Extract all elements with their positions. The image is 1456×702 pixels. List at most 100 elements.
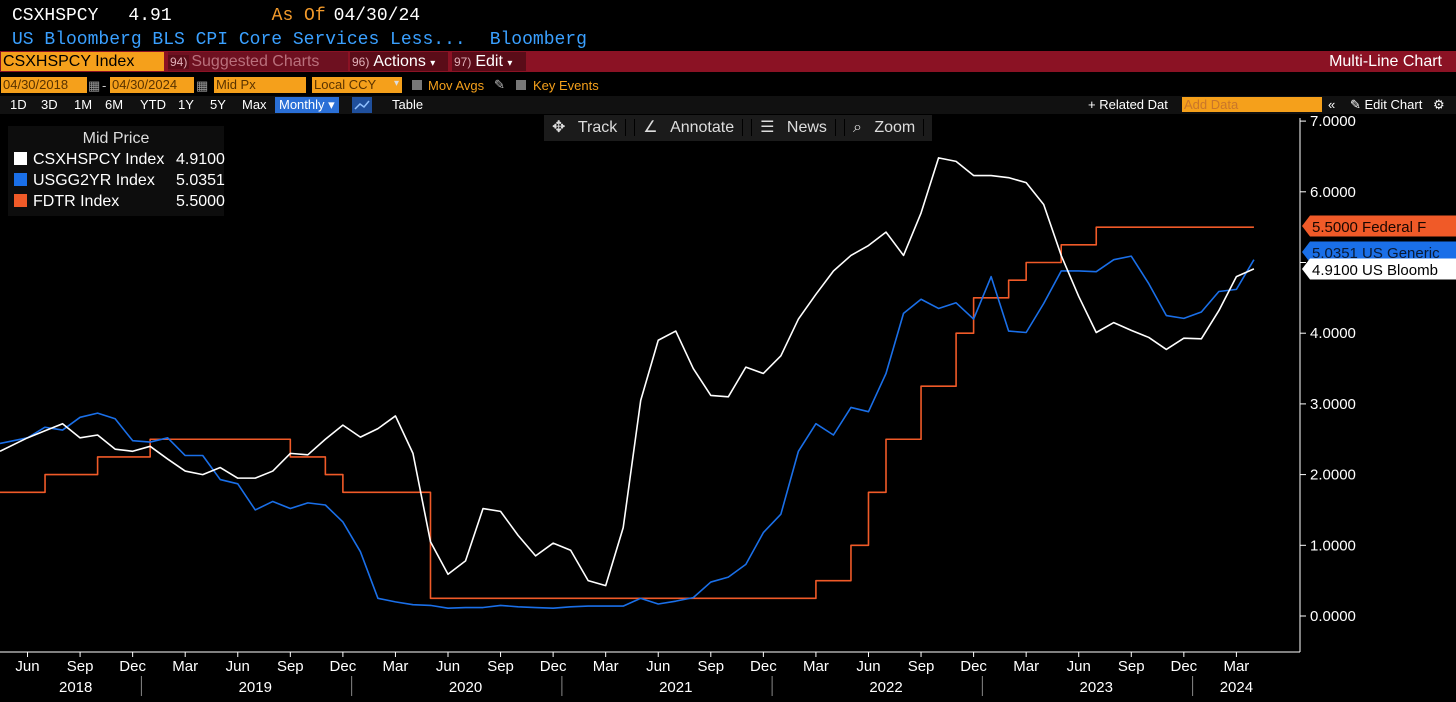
series-line-usgg2yr [0,255,1255,610]
y-tick-label: 2.0000 [1310,467,1356,484]
x-tick-label: Jun [1067,658,1091,675]
timeframe-row: 1D 3D 1M 6M YTD 1Y 5Y Max Monthly ▾ Tabl… [0,96,1456,114]
x-year-label: 2018 [59,679,92,696]
chevron-down-icon: ▾ [507,58,513,69]
x-tick-label: Sep [1118,658,1145,675]
x-tick-label: Dec [960,658,987,675]
legend-swatch [14,173,27,186]
end-label-text: 4.9100 US Bloomb [1312,262,1438,279]
add-data-input[interactable]: Add Data [1182,97,1322,112]
news-button[interactable]: ☰ News [752,119,845,136]
x-tick-label: Dec [750,658,777,675]
legend-swatch [14,152,27,165]
timeframe-1m[interactable]: 1M [74,97,93,112]
y-tick-label: 3.0000 [1310,396,1356,413]
x-tick-label: Jun [15,658,39,675]
x-tick-label: Mar [383,658,409,675]
legend-swatch [14,194,27,207]
x-year-label: 2024 [1220,679,1253,696]
x-tick-label: Jun [436,658,460,675]
x-tick-label: Mar [172,658,198,675]
end-label-tag [1302,241,1456,263]
end-label-tag [1302,215,1456,237]
timeframe-max[interactable]: Max [242,97,267,112]
edit-menu[interactable]: 97) Edit ▾ [452,52,526,71]
timeframe-5y[interactable]: 5Y [210,97,226,112]
legend-item[interactable]: USGG2YR Index 5.0351 [14,171,225,191]
x-year-label: 2021 [659,679,692,696]
y-tick-label: 6.0000 [1310,184,1356,201]
calendar-icon[interactable]: ▦ [196,78,209,93]
series-line-csxhspcy [0,157,1255,587]
x-tick-label: Jun [226,658,250,675]
calendar-icon[interactable]: ▦ [88,78,101,93]
collapse-icon[interactable]: « [1328,97,1336,112]
periodicity-select[interactable]: Monthly ▾ [275,97,339,113]
security-field[interactable]: CSXHSPCY Index [1,52,164,71]
start-date-field[interactable]: 04/30/2018 [1,77,87,93]
data-source: Bloomberg [489,30,587,50]
timeframe-3d[interactable]: 3D [41,97,58,112]
track-button[interactable]: ✥ Track [544,119,636,136]
chart-legend: Mid Price CSXHSPCY Index 4.9100 USGG2YR I… [8,126,225,216]
last-value: 4.91 [128,6,172,26]
legend-item[interactable]: FDTR Index 5.5000 [14,192,225,212]
x-tick-label: Mar [593,658,619,675]
chart-type-title: Multi-Line Chart [1329,53,1442,70]
edit-label: Edit [475,53,503,70]
x-tick-label: Sep [487,658,514,675]
chart-toolbar: ✥ Track ∠ Annotate ☰ News ⌕ Zoom [544,115,933,141]
related-data-button[interactable]: + Related Dat [1088,97,1168,112]
chevron-down-icon[interactable]: ▾ [394,78,400,89]
y-tick-label: 4.0000 [1310,325,1356,342]
price-field-select[interactable]: Mid Px [214,77,306,93]
settings-row: 04/30/2018 ▦ - 04/30/2024 ▦ Mid Px Local… [0,77,1456,95]
end-label-text: 5.5000 Federal F [1312,219,1426,236]
key-events-label: Key Events [533,78,599,93]
x-tick-label: Sep [908,658,935,675]
x-tick-label: Dec [540,658,567,675]
y-tick-label: 7.0000 [1310,113,1356,130]
x-year-label: 2019 [239,679,272,696]
header-line-2: US Bloomberg BLS CPI Core Services Less.… [12,30,587,50]
chevron-down-icon: ▾ [430,58,436,69]
line-chart-icon[interactable] [352,97,372,113]
x-tick-label: Mar [1013,658,1039,675]
x-tick-label: Jun [646,658,670,675]
x-year-label: 2023 [1080,679,1113,696]
annotate-button[interactable]: ∠ Annotate [635,119,753,136]
key-events-checkbox[interactable] [516,80,526,90]
x-tick-label: Mar [803,658,829,675]
gear-icon[interactable]: ⚙ [1433,97,1445,112]
as-of-label: As Of [271,6,326,26]
header-line-1: CSXHSPCY 4.91 As Of 04/30/24 [12,6,420,26]
timeframe-ytd[interactable]: YTD [140,97,166,112]
suggested-charts-menu[interactable]: 94) Suggested Charts [168,52,348,71]
timeframe-1y[interactable]: 1Y [178,97,194,112]
pencil-icon[interactable]: ✎ [494,77,505,92]
legend-item[interactable]: CSXHSPCY Index 4.9100 [14,150,225,170]
end-label-tag [1302,258,1456,280]
timeframe-1d[interactable]: 1D [10,97,27,112]
x-year-label: 2020 [449,679,482,696]
legend-title: Mid Price [82,130,150,147]
mov-avgs-checkbox[interactable] [412,80,422,90]
zoom-button[interactable]: ⌕ Zoom [845,119,932,136]
actions-menu[interactable]: 96) Actions ▾ [350,52,448,71]
timeframe-6m[interactable]: 6M [105,97,124,112]
table-button[interactable]: Table [392,97,424,112]
x-tick-label: Mar [1223,658,1249,675]
as-of-date: 04/30/24 [333,6,421,26]
security-description: US Bloomberg BLS CPI Core Services Less.… [12,30,466,50]
suggested-charts-label: Suggested Charts [191,53,320,70]
end-date-field[interactable]: 04/30/2024 [110,77,194,93]
ticker: CSXHSPCY [12,6,99,26]
series-line-fdtr [0,226,1254,600]
x-tick-label: Sep [67,658,94,675]
edit-chart-button[interactable]: ✎ Edit Chart [1350,97,1423,112]
x-tick-label: Sep [697,658,724,675]
currency-select[interactable]: Local CCY [312,77,402,93]
y-tick-label: 0.0000 [1310,608,1356,625]
x-tick-label: Dec [330,658,357,675]
